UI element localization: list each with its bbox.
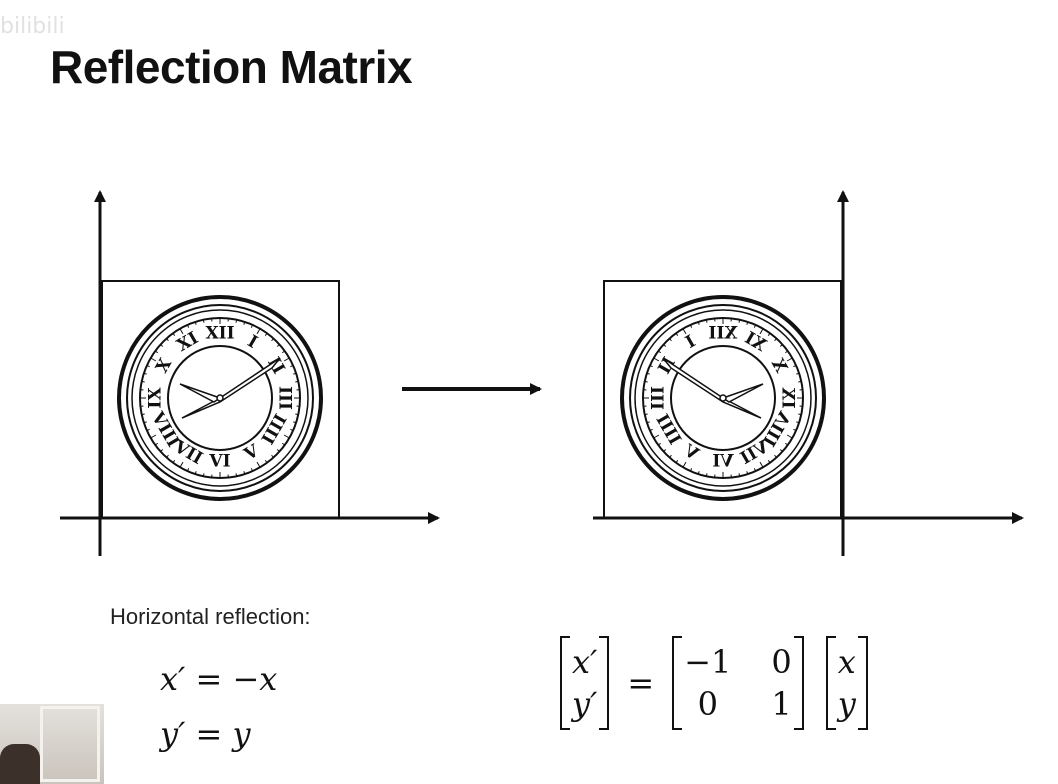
matrix-cell-21: 0	[697, 685, 718, 723]
result-vector: x′ y′	[560, 636, 610, 730]
equation-x-rhs: −x	[232, 660, 278, 698]
clock-numeral: III	[649, 386, 669, 410]
right-image-frame	[603, 280, 842, 519]
equation-y-lhs: y′	[160, 715, 186, 753]
equation-x-lhs: x′	[160, 660, 186, 698]
input-vector-y: y	[837, 685, 856, 723]
matrix-cell-12: 0	[771, 643, 792, 681]
matrix-cell-11: −1	[684, 643, 732, 681]
input-vector-x: x	[837, 643, 856, 681]
equation-x: x′ = −x	[160, 660, 278, 698]
clock-numeral: VI	[712, 452, 734, 472]
reflection-matrix: −1 0 0 1	[672, 636, 804, 730]
equals-sign: =	[627, 664, 655, 702]
clock-numeral: XII	[708, 324, 737, 344]
presenter-head	[0, 744, 40, 784]
clock-numeral: IX	[146, 387, 166, 409]
slide-title: Reflection Matrix	[50, 41, 413, 93]
clock-numeral: III	[275, 386, 295, 410]
equation-y-rhs: y	[232, 715, 251, 753]
presenter-webcam	[0, 704, 104, 784]
input-vector: x y	[825, 636, 868, 730]
matrix-equation: x′ y′ = −1 0 0 1 x y	[560, 636, 868, 730]
clock-numeral: VI	[208, 452, 230, 472]
equation-y: y′ = y	[160, 715, 251, 753]
clock-numeral: XII	[205, 324, 234, 344]
reflection-caption: Horizontal reflection:	[110, 604, 311, 629]
result-vector-x: x′	[572, 643, 598, 681]
picture-frame	[40, 706, 100, 782]
left-image-frame	[101, 280, 340, 519]
result-vector-y: y′	[572, 685, 598, 723]
watermark: bilibili	[0, 14, 65, 39]
clock-numeral: IX	[778, 387, 798, 409]
matrix-cell-22: 1	[771, 685, 792, 723]
